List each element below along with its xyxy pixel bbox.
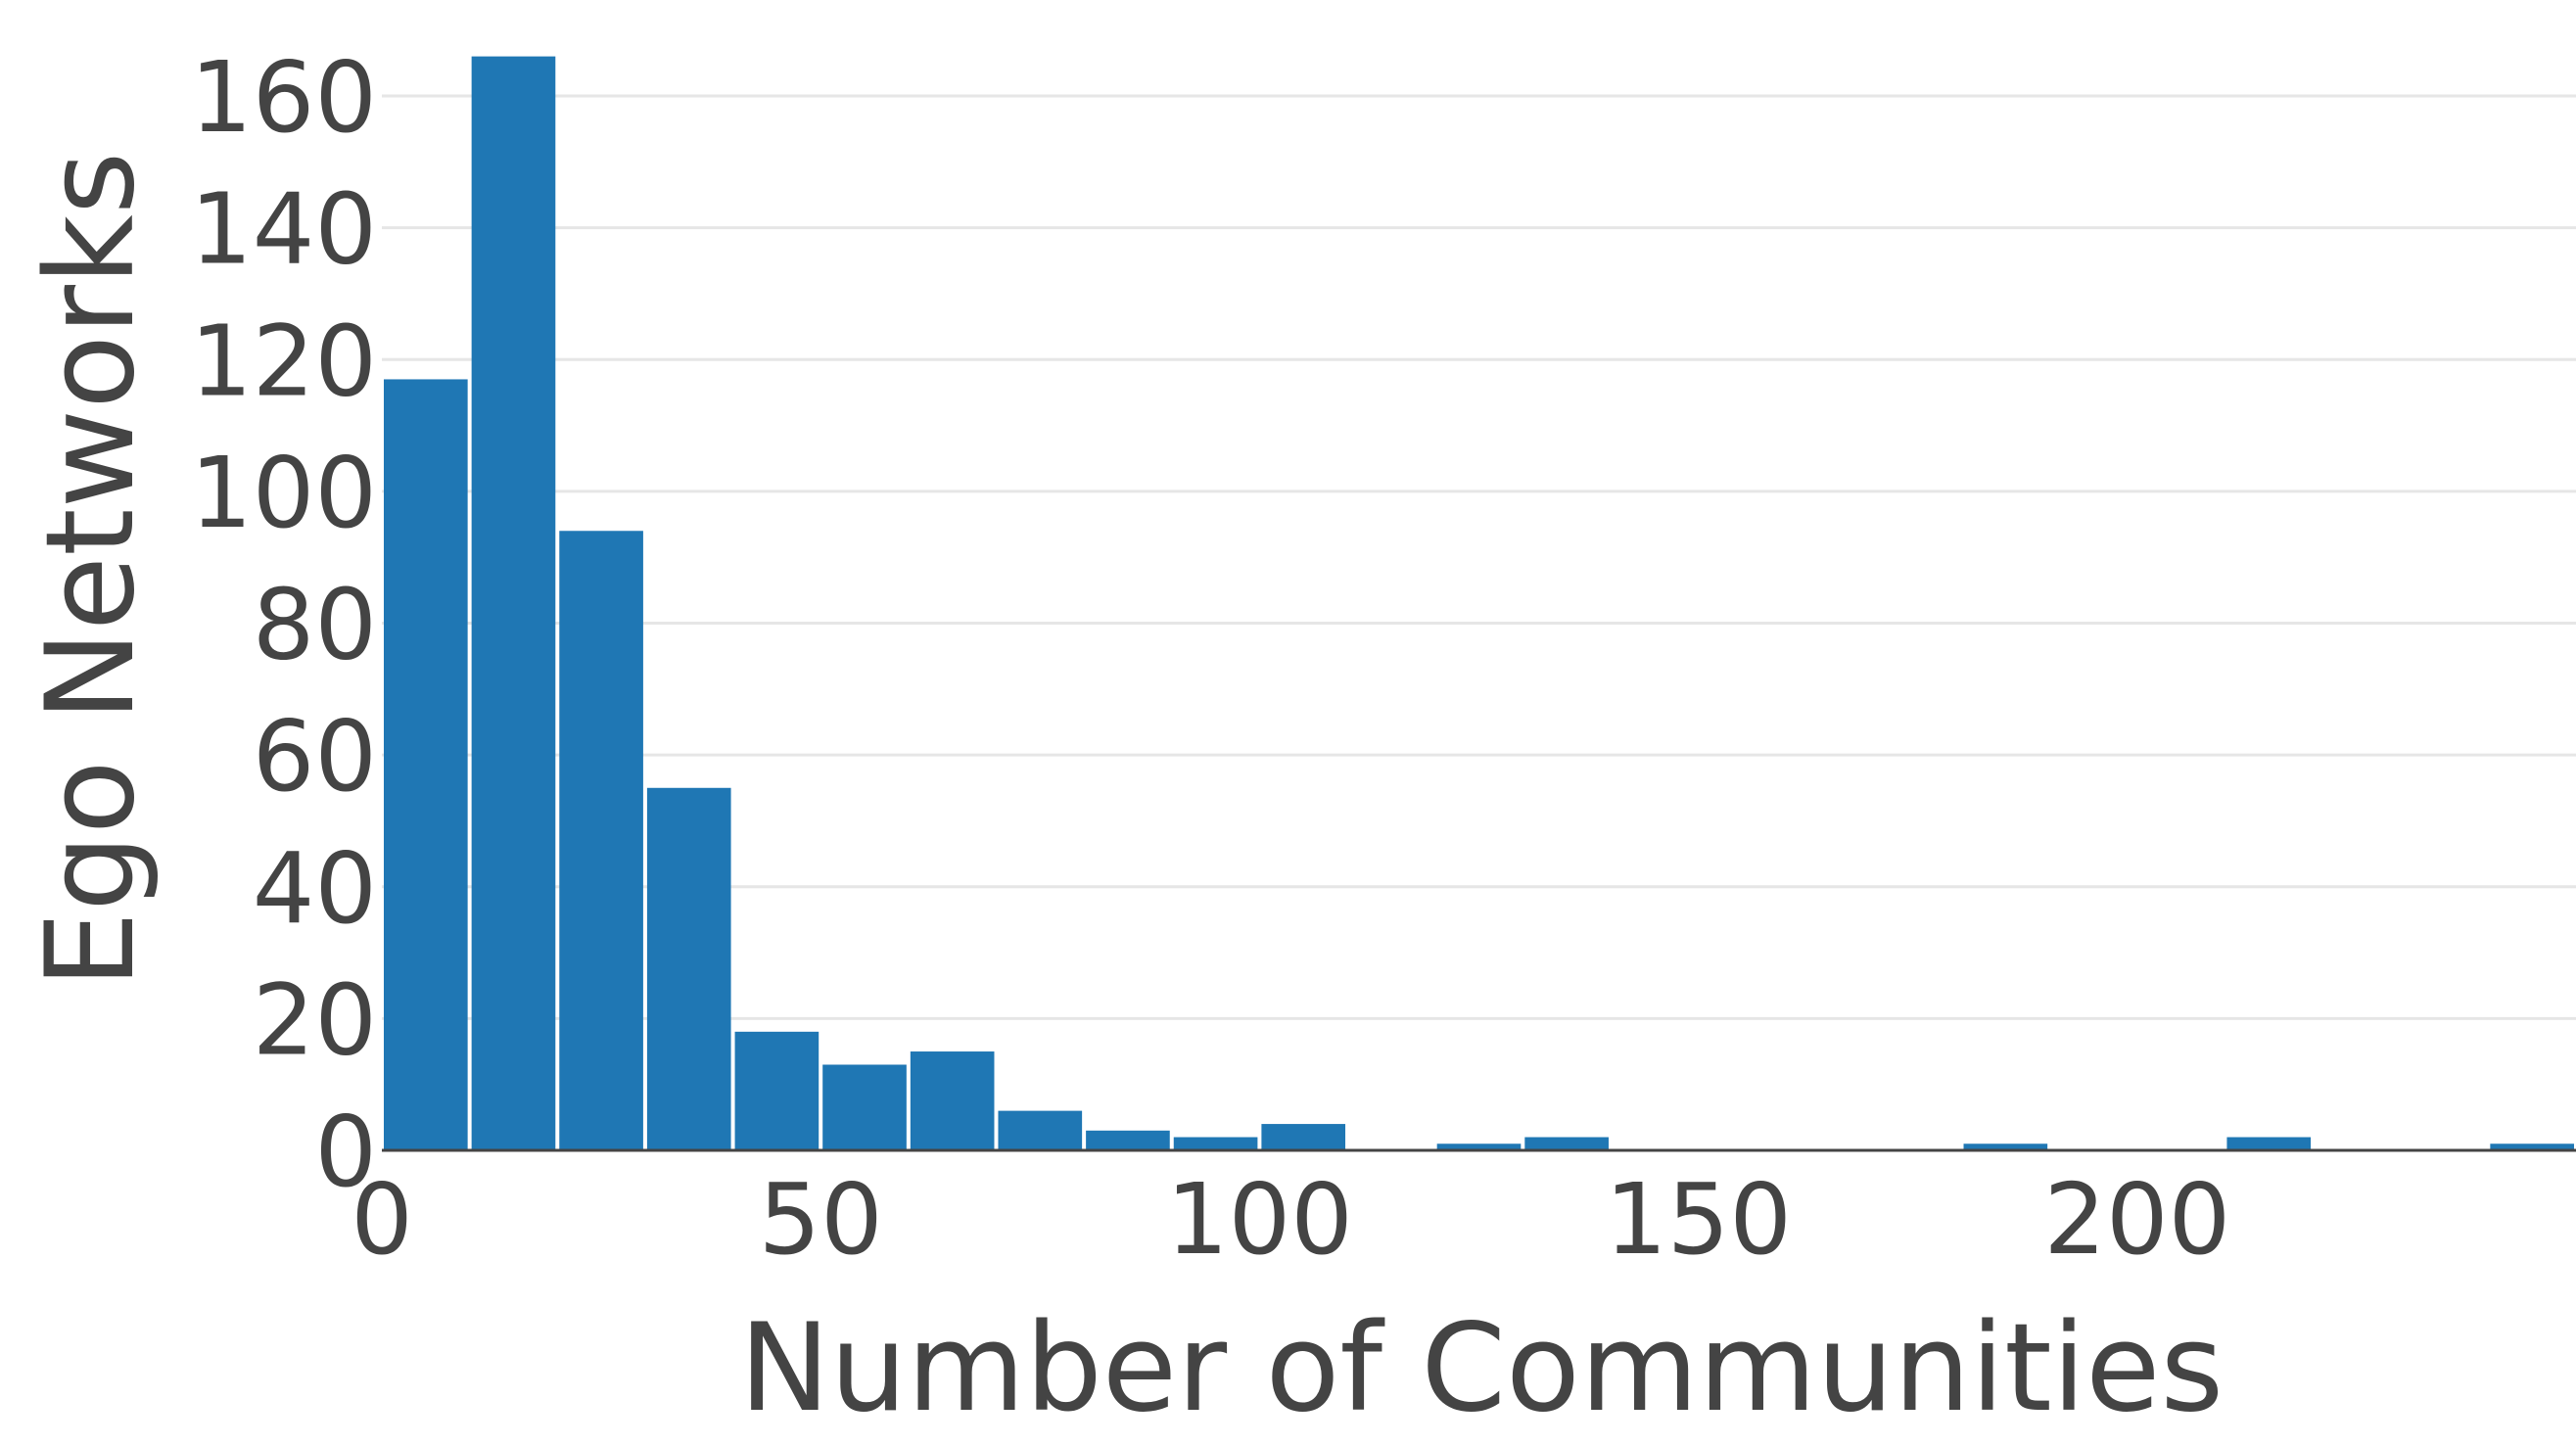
y-tick-label-100: 100 — [190, 436, 377, 550]
x-axis-title: Number of Communities — [739, 1298, 2224, 1439]
bar-bin-70-80 — [998, 1110, 1083, 1150]
bar-bin-240-250 — [2490, 1143, 2574, 1150]
y-axis-title: Ego Networks — [21, 152, 162, 989]
x-axis-ticks: 0 50 100 150 200 — [351, 1162, 2230, 1277]
bar-bin-210-220 — [2226, 1137, 2312, 1150]
bar-bin-20-30 — [559, 531, 643, 1150]
y-tick-label-20: 20 — [253, 962, 377, 1077]
bar-bin-40-50 — [734, 1031, 820, 1150]
gridlines — [382, 94, 2576, 1020]
x-tick-label-200: 200 — [2043, 1162, 2230, 1277]
y-tick-label-120: 120 — [190, 303, 377, 418]
x-tick-label-0: 0 — [351, 1162, 413, 1277]
y-tick-label-60: 60 — [253, 699, 377, 814]
y-axis-ticks: 0 20 40 60 80 100 120 140 160 — [190, 40, 377, 1209]
bar-bin-50-60 — [822, 1064, 907, 1150]
y-tick-label-160: 160 — [190, 40, 377, 155]
bar-bin-100-110 — [1261, 1124, 1346, 1150]
bar-bin-10-20 — [471, 56, 556, 1150]
histogram-bars — [384, 56, 2574, 1151]
bar-bin-60-70 — [910, 1051, 995, 1150]
bar-bin-80-90 — [1086, 1130, 1170, 1150]
bar-bin-130-140 — [1524, 1137, 1609, 1150]
bar-bin-180-190 — [1963, 1143, 2048, 1150]
bar-bin-30-40 — [646, 787, 731, 1150]
y-tick-label-80: 80 — [253, 568, 377, 682]
x-tick-label-150: 150 — [1605, 1162, 1792, 1277]
bar-bin-120-130 — [1436, 1143, 1522, 1150]
bar-bin-90-100 — [1173, 1137, 1258, 1150]
y-tick-label-140: 140 — [190, 172, 377, 287]
y-tick-label-40: 40 — [253, 831, 377, 946]
y-tick-label-0: 0 — [314, 1095, 377, 1209]
x-tick-label-100: 100 — [1166, 1162, 1353, 1277]
x-tick-label-50: 50 — [759, 1162, 883, 1277]
bar-bin-0-10 — [384, 379, 468, 1151]
